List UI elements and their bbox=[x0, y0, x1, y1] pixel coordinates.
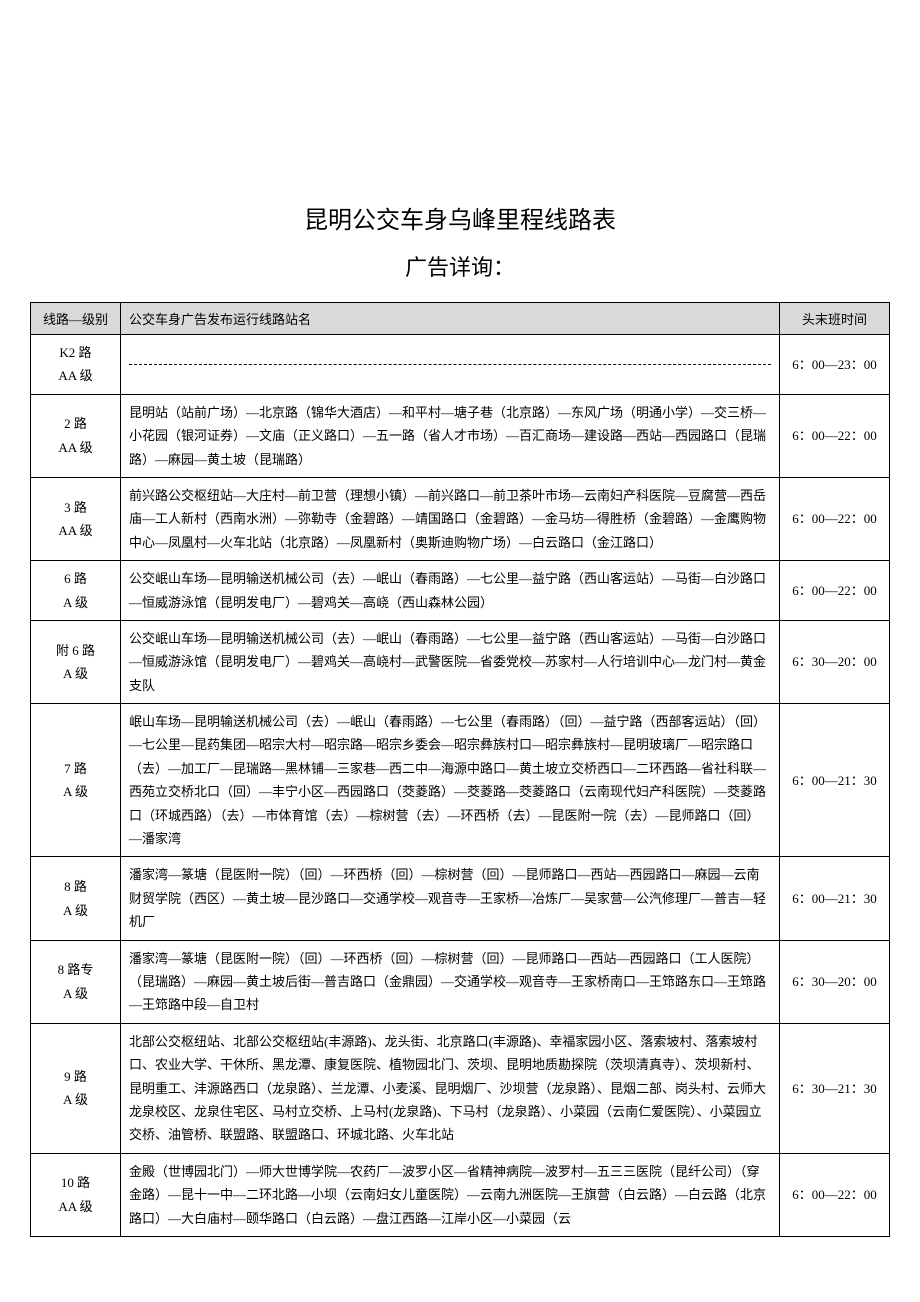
header-route: 线路—级别 bbox=[31, 303, 121, 335]
cell-time: 6：30—20：00 bbox=[780, 940, 890, 1023]
table-row: 6 路 A 级公交岷山车场—昆明输送机械公司（去）—岷山（春雨路）—七公里—益宁… bbox=[31, 561, 890, 621]
cell-time: 6：30—21：30 bbox=[780, 1023, 890, 1153]
table-row: 10 路 AA 级金殿（世博园北门）—师大世博学院—农药厂—波罗小区—省精神病院… bbox=[31, 1153, 890, 1236]
cell-route: 6 路 A 级 bbox=[31, 561, 121, 621]
table-row: 8 路专 A 级潘家湾—篆塘（昆医附一院）（回）—环西桥（回）—棕树营（回）—昆… bbox=[31, 940, 890, 1023]
cell-time: 6：00—21：30 bbox=[780, 704, 890, 857]
table-row: 8 路 A 级潘家湾—篆塘（昆医附一院）（回）—环西桥（回）—棕树营（回）—昆师… bbox=[31, 857, 890, 940]
cell-route: 8 路 A 级 bbox=[31, 857, 121, 940]
header-time: 头末班时间 bbox=[780, 303, 890, 335]
cell-route: 2 路 AA 级 bbox=[31, 394, 121, 477]
table-row: 7 路 A 级岷山车场—昆明输送机械公司（去）—岷山（春雨路）—七公里（春雨路）… bbox=[31, 704, 890, 857]
table-header-row: 线路—级别 公交车身广告发布运行线路站名 头末班时间 bbox=[31, 303, 890, 335]
cell-stations: 北部公交枢纽站、北部公交枢纽站(丰源路)、龙头街、北京路口(丰源路)、幸福家园小… bbox=[121, 1023, 780, 1153]
page-title-sub: 广告详询： bbox=[30, 250, 890, 282]
table-row: K2 路 AA 级 6：00—23：00 bbox=[31, 335, 890, 395]
cell-time: 6：00—22：00 bbox=[780, 561, 890, 621]
cell-stations: 昆明站（站前广场）—北京路（锦华大酒店）—和平村—塘子巷（北京路）—东风广场（明… bbox=[121, 394, 780, 477]
cell-stations: 金殿（世博园北门）—师大世博学院—农药厂—波罗小区—省精神病院—波罗村—五三三医… bbox=[121, 1153, 780, 1236]
cell-route: 10 路 AA 级 bbox=[31, 1153, 121, 1236]
cell-time: 6：30—20：00 bbox=[780, 620, 890, 703]
table-row: 3 路 AA 级前兴路公交枢纽站—大庄村—前卫营（理想小镇）—前兴路口—前卫茶叶… bbox=[31, 477, 890, 560]
cell-time: 6：00—23：00 bbox=[780, 335, 890, 395]
header-stations: 公交车身广告发布运行线路站名 bbox=[121, 303, 780, 335]
dash-line bbox=[129, 364, 771, 365]
page-title-main: 昆明公交车身乌峰里程线路表 bbox=[30, 200, 890, 235]
table-body: K2 路 AA 级6：00—23：002 路 AA 级昆明站（站前广场）—北京路… bbox=[31, 335, 890, 1237]
cell-time: 6：00—22：00 bbox=[780, 477, 890, 560]
bus-route-table: 线路—级别 公交车身广告发布运行线路站名 头末班时间 K2 路 AA 级 6：00… bbox=[30, 302, 890, 1237]
cell-route: 7 路 A 级 bbox=[31, 704, 121, 857]
table-row: 2 路 AA 级昆明站（站前广场）—北京路（锦华大酒店）—和平村—塘子巷（北京路… bbox=[31, 394, 890, 477]
cell-route: K2 路 AA 级 bbox=[31, 335, 121, 395]
cell-route: 3 路 AA 级 bbox=[31, 477, 121, 560]
cell-time: 6：00—22：00 bbox=[780, 1153, 890, 1236]
cell-route: 9 路 A 级 bbox=[31, 1023, 121, 1153]
cell-stations: 前兴路公交枢纽站—大庄村—前卫营（理想小镇）—前兴路口—前卫茶叶市场—云南妇产科… bbox=[121, 477, 780, 560]
cell-stations bbox=[121, 335, 780, 395]
cell-route: 8 路专 A 级 bbox=[31, 940, 121, 1023]
cell-stations: 公交岷山车场—昆明输送机械公司（去）—岷山（春雨路）—七公里—益宁路（西山客运站… bbox=[121, 561, 780, 621]
cell-stations: 公交岷山车场—昆明输送机械公司（去）—岷山（春雨路）—七公里—益宁路（西山客运站… bbox=[121, 620, 780, 703]
cell-stations: 潘家湾—篆塘（昆医附一院）（回）—环西桥（回）—棕树营（回）—昆师路口—西站—西… bbox=[121, 857, 780, 940]
cell-time: 6：00—21：30 bbox=[780, 857, 890, 940]
table-row: 9 路 A 级北部公交枢纽站、北部公交枢纽站(丰源路)、龙头街、北京路口(丰源路… bbox=[31, 1023, 890, 1153]
table-row: 附 6 路 A 级公交岷山车场—昆明输送机械公司（去）—岷山（春雨路）—七公里—… bbox=[31, 620, 890, 703]
cell-stations: 岷山车场—昆明输送机械公司（去）—岷山（春雨路）—七公里（春雨路）（回）—益宁路… bbox=[121, 704, 780, 857]
cell-time: 6：00—22：00 bbox=[780, 394, 890, 477]
cell-stations: 潘家湾—篆塘（昆医附一院）（回）—环西桥（回）—棕树营（回）—昆师路口—西站—西… bbox=[121, 940, 780, 1023]
cell-route: 附 6 路 A 级 bbox=[31, 620, 121, 703]
